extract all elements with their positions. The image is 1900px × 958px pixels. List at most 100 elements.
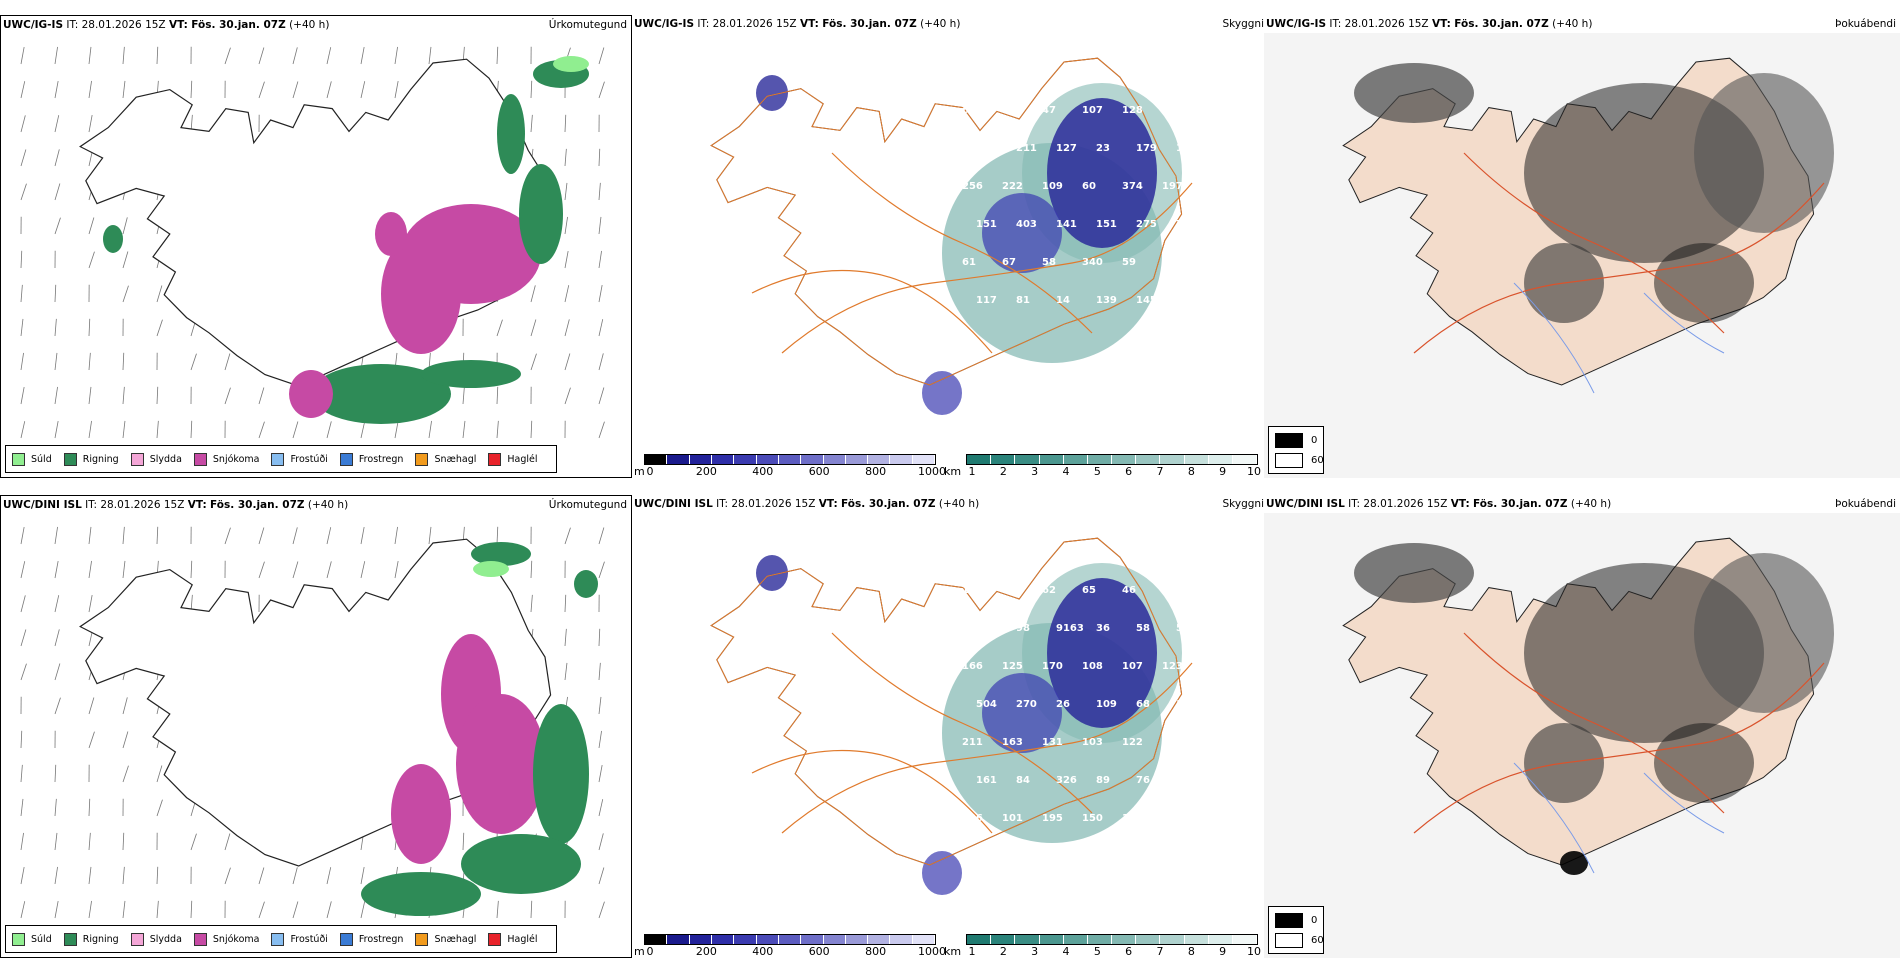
snow-area (381, 234, 461, 354)
wind-barb (564, 527, 571, 545)
legend-label: Snjókoma (212, 453, 260, 465)
wind-barb (292, 867, 298, 885)
colorbar-cell (868, 935, 891, 944)
legend-swatch (12, 452, 25, 466)
wind-barb (360, 901, 366, 919)
drizzle-area (473, 561, 509, 577)
rain-area (519, 164, 563, 264)
wind-barb (156, 900, 159, 919)
wind-barb (88, 217, 95, 235)
legend-swatch (63, 452, 77, 466)
cloud-base-label: 108 (1176, 775, 1197, 786)
wind-barb (20, 318, 24, 337)
cloud-base-label: 175 (1096, 851, 1117, 862)
cloud-base-label: 61 (962, 257, 976, 268)
wind-barb (462, 318, 464, 337)
wind-barb (224, 420, 226, 439)
cloud-base-label: 141 (1056, 219, 1077, 230)
cloud-base-label: 131 (1042, 737, 1063, 748)
wind-barb (598, 387, 605, 405)
wind-barb (292, 527, 298, 545)
wind-barb (564, 900, 566, 919)
wind-barb (598, 867, 605, 885)
cloud-base-label: 222 (1002, 181, 1023, 192)
wind-barb (122, 318, 124, 337)
colorbar-cell (689, 935, 712, 944)
wind-barb (292, 561, 299, 579)
legend-item: Slydda (130, 932, 182, 946)
legend-swatch (271, 452, 285, 466)
wind-barb (258, 527, 265, 545)
wind-barb (122, 798, 124, 817)
cloud-base-label: 326 (1056, 775, 1077, 786)
wind-barb (20, 149, 27, 167)
cloud-base-label: 46 (1122, 585, 1136, 596)
wind-barb (326, 47, 332, 65)
wind-barb (530, 526, 532, 545)
cloud-base-label: 128 (1122, 105, 1143, 116)
legend-label: Snæhagl (434, 453, 477, 465)
colorbar-cell (667, 935, 690, 944)
cloud-base-label: 109 (1042, 181, 1063, 192)
wind-barb (428, 46, 432, 65)
colorbar-cell (1039, 935, 1064, 944)
wind-barb (54, 217, 61, 235)
cloud-base-label: 23 (1096, 143, 1110, 154)
legend-swatch (130, 932, 144, 946)
road (781, 182, 1193, 354)
wind-barb (564, 285, 570, 303)
legend-swatch (339, 932, 353, 946)
wind-barb (20, 730, 23, 749)
wind-barb (530, 285, 536, 303)
cloud-base-label: 58 (1136, 623, 1150, 634)
wind-barb (54, 250, 56, 269)
colorbar-tick: 4 (1062, 465, 1070, 478)
wind-barb (20, 352, 24, 371)
wind-barb (88, 900, 92, 919)
wind-barb (564, 182, 568, 201)
cloud-base-label: 101 (1002, 813, 1023, 824)
colorbar-cell (1184, 455, 1209, 464)
precip-map-bottom (20, 526, 605, 919)
colorbar-cell (756, 935, 779, 944)
river (1643, 292, 1725, 354)
fog-title-top: Þokuábendi (1835, 18, 1896, 30)
colorbar-strip (966, 934, 1258, 945)
colorbar-cell (1015, 455, 1040, 464)
wind-barb (564, 114, 567, 133)
cloud-panel-top: UWC/IG-IS IT: 28.01.2026 15Z VT: Fös. 30… (632, 15, 1264, 478)
cloud-base-label: 78 (1176, 219, 1190, 230)
wind-barb (258, 387, 265, 405)
cloud-base-label: 233 (1162, 737, 1183, 748)
wind-barb (20, 421, 26, 439)
wind-barb (20, 832, 24, 851)
wind-barb (496, 319, 503, 337)
rain-area (421, 360, 521, 388)
rain-area (311, 364, 451, 424)
colorbar-cell (1063, 935, 1088, 944)
cloud-base-label: 110 (1002, 105, 1023, 116)
cloud-base-label: 163 (1002, 737, 1023, 748)
wind-barb (292, 421, 299, 439)
wind-barb (462, 832, 465, 851)
colorbar-tick: 2 (999, 945, 1007, 958)
legend-swatch (488, 932, 502, 946)
wind-barb (360, 867, 365, 885)
precip-header-top: UWC/IG-IS IT: 28.01.2026 15Z VT: Fös. 30… (3, 19, 330, 31)
wind-barb (88, 764, 90, 783)
colorbar-cell (778, 935, 802, 944)
wind-barb (122, 217, 128, 235)
colorbar-tick: 400 (752, 945, 774, 958)
colorbar-cell (967, 935, 992, 944)
precip-title-top: Úrkomutegund (548, 19, 627, 31)
wind-barb (598, 285, 603, 303)
cloud-base-labels: 60 110 47 107 128 51 49 211 127 23 179 100 256 222 109… (962, 105, 1197, 306)
wind-barb (20, 81, 26, 99)
rain-area (497, 94, 525, 174)
cloud-base-label: 47 (1042, 105, 1056, 116)
wind-barb (54, 901, 59, 919)
wind-barb (394, 526, 398, 545)
wind-barb (326, 561, 332, 579)
wind-barb (122, 765, 129, 783)
cloud-base-label: 51 (1176, 295, 1190, 306)
